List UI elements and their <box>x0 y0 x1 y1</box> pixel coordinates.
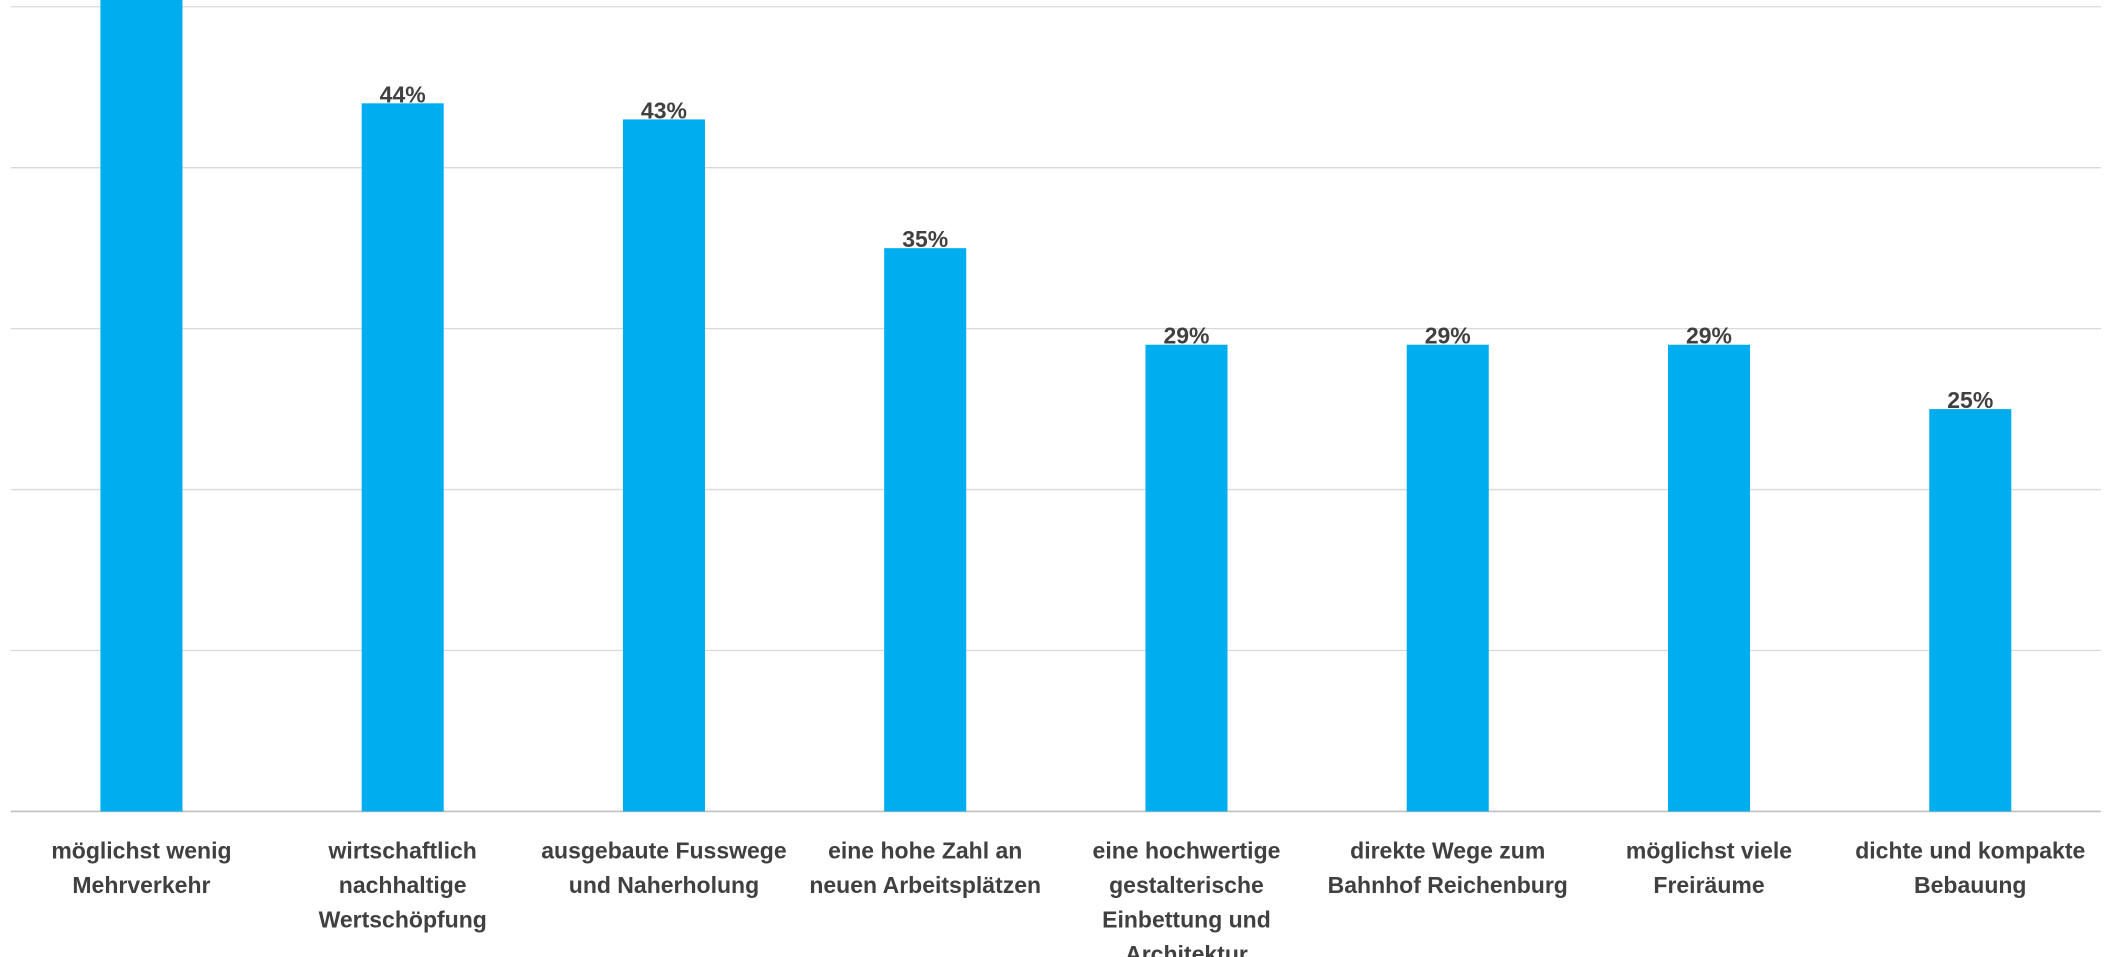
bars <box>100 0 2012 812</box>
gridlines <box>10 6 2101 813</box>
category-label: eine hohe Zahl an neuen Arbeitsplätzen <box>809 838 1041 898</box>
data-label: 44% <box>380 81 426 107</box>
category-labels: möglichst wenig Mehrverkehr wirtschaftlich… <box>51 838 2085 957</box>
category-label: wirtschaftlich nachhaltige Wertschöpfung <box>319 838 487 933</box>
data-label: 29% <box>1686 323 1732 349</box>
data-label: 29% <box>1425 323 1471 349</box>
bar <box>622 119 705 812</box>
bar <box>1929 409 2012 812</box>
data-label: 35% <box>902 226 948 252</box>
bar <box>1667 344 1751 812</box>
data-label: 43% <box>641 97 687 123</box>
bar <box>1406 344 1489 812</box>
bar <box>884 248 967 812</box>
category-label: eine hochwertige gestalterische Einbettung… <box>1093 838 1281 957</box>
data-labels: 52%44%43%35%29%29%29%25% <box>380 81 1994 413</box>
category-label: ausgebaute Fusswege und Naherholung <box>541 838 786 898</box>
data-label: 25% <box>1947 387 1993 413</box>
category-label: möglichst viele Freiräume <box>1626 838 1792 898</box>
bar <box>100 0 183 812</box>
bar <box>361 103 444 812</box>
category-label: möglichst wenig Mehrverkehr <box>51 838 231 898</box>
category-label: dichte und kompakte Bebauung <box>1855 838 2085 898</box>
data-label: 29% <box>1163 323 1209 349</box>
category-label: direkte Wege zum Bahnhof Reichenburg <box>1328 838 1568 898</box>
bar <box>1145 344 1228 812</box>
